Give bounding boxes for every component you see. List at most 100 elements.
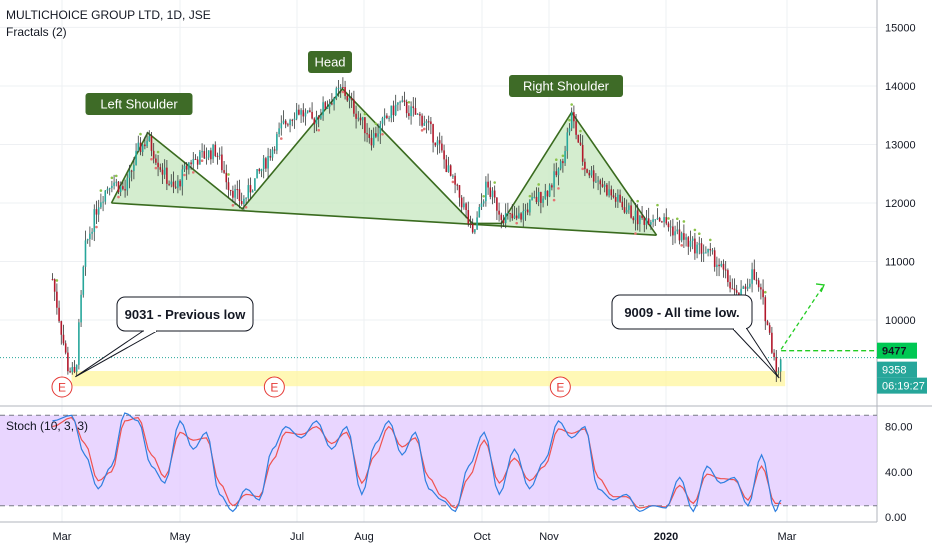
candle-body bbox=[696, 244, 698, 254]
candle-body bbox=[379, 123, 382, 134]
candle-body bbox=[388, 117, 390, 119]
time-axis-label: Mar bbox=[53, 531, 72, 543]
candle-body bbox=[729, 282, 731, 289]
candle-body bbox=[773, 352, 775, 358]
candle-body bbox=[172, 181, 175, 187]
candle-body bbox=[359, 117, 362, 121]
candle-body bbox=[315, 116, 318, 125]
candle-body bbox=[75, 364, 78, 372]
candle-body bbox=[258, 169, 261, 172]
candle-body bbox=[623, 207, 626, 213]
fractal-dot bbox=[656, 203, 659, 207]
candle-body bbox=[97, 207, 100, 215]
candle-body bbox=[225, 172, 228, 183]
fractal-dot bbox=[110, 176, 114, 180]
fractal-dot bbox=[150, 157, 153, 161]
candle-body bbox=[256, 169, 258, 179]
candle-body bbox=[469, 223, 472, 225]
fractal-dot bbox=[581, 167, 584, 171]
fractal-dot bbox=[675, 217, 679, 221]
candle-body bbox=[210, 150, 212, 160]
candle-body bbox=[100, 202, 102, 208]
candle-body bbox=[161, 169, 164, 175]
candle-body bbox=[119, 186, 122, 193]
fractal-dot bbox=[682, 220, 686, 223]
candle-body bbox=[507, 213, 509, 215]
candle-body bbox=[493, 190, 496, 198]
candle-body bbox=[168, 183, 170, 185]
candle-body bbox=[335, 88, 338, 99]
candle-body bbox=[196, 159, 199, 165]
candle-body bbox=[430, 121, 432, 125]
candle-body bbox=[324, 102, 327, 109]
candle-body bbox=[205, 157, 208, 159]
stoch-axis-label: 0.00 bbox=[885, 512, 906, 524]
candle-body bbox=[551, 185, 553, 188]
neckline bbox=[111, 202, 657, 236]
candle-body bbox=[221, 154, 223, 171]
candle-body bbox=[449, 165, 452, 176]
candle-body bbox=[489, 187, 492, 197]
candle-body bbox=[762, 289, 764, 298]
candle-body bbox=[53, 279, 56, 292]
price-tag-bg bbox=[877, 361, 917, 378]
price-axis-label: 10000 bbox=[885, 315, 916, 327]
candle-body bbox=[361, 117, 364, 121]
candle-body bbox=[124, 189, 126, 191]
candle-body bbox=[163, 167, 166, 175]
candle-body bbox=[546, 190, 549, 197]
candle-body bbox=[108, 187, 111, 189]
projection-arrow bbox=[780, 284, 825, 350]
fractal-dot bbox=[493, 181, 496, 184]
candle-body bbox=[496, 197, 498, 211]
candle-body bbox=[280, 123, 283, 129]
fractal-dot bbox=[183, 173, 186, 177]
candle-body bbox=[707, 248, 709, 253]
candle-body bbox=[126, 177, 129, 191]
candle-body bbox=[716, 264, 718, 267]
candle-body bbox=[650, 222, 652, 225]
left-shoulder-label-box bbox=[85, 93, 193, 115]
candle-body bbox=[306, 110, 309, 113]
candle-body bbox=[159, 167, 162, 170]
candle-body bbox=[410, 106, 412, 116]
support-zone bbox=[71, 370, 786, 387]
candle-body bbox=[238, 189, 241, 202]
candle-body bbox=[84, 240, 87, 267]
candle-body bbox=[293, 118, 296, 120]
candle-body bbox=[199, 151, 201, 165]
stoch-k-line bbox=[52, 412, 782, 513]
candle-body bbox=[460, 197, 463, 208]
fractal-dot bbox=[231, 204, 235, 207]
earnings-marker-icon bbox=[51, 376, 73, 398]
candle-body bbox=[394, 104, 397, 116]
candle-body bbox=[628, 205, 630, 210]
earnings-marker-label: E bbox=[556, 381, 564, 395]
candle-body bbox=[705, 252, 707, 254]
fractal-dot bbox=[363, 112, 367, 116]
candle-body bbox=[683, 233, 685, 240]
candle-body bbox=[262, 158, 265, 170]
candle-body bbox=[133, 165, 135, 172]
candle-body bbox=[104, 190, 107, 202]
earnings-marker-label: E bbox=[270, 381, 278, 395]
candle-body bbox=[731, 288, 734, 290]
fractal-dot bbox=[667, 217, 670, 220]
head-label: Head bbox=[314, 55, 345, 70]
fractal-dot bbox=[557, 187, 560, 190]
candle-body bbox=[56, 291, 58, 308]
candle-body bbox=[742, 286, 745, 289]
fractal-dot bbox=[528, 194, 532, 198]
candle-body bbox=[700, 243, 703, 254]
candle-body bbox=[595, 181, 597, 183]
time-axis-label: Mar bbox=[778, 531, 797, 543]
candle-body bbox=[273, 149, 276, 151]
previous-low-callout: 9031 - Previous low bbox=[125, 307, 247, 322]
candle-body bbox=[454, 175, 456, 185]
fractals-indicator-label: Fractals (2) bbox=[6, 25, 67, 39]
candle-body bbox=[573, 112, 575, 122]
candle-body bbox=[157, 162, 159, 168]
candle-body bbox=[403, 100, 406, 102]
candle-body bbox=[218, 154, 221, 156]
candle-body bbox=[375, 133, 377, 137]
